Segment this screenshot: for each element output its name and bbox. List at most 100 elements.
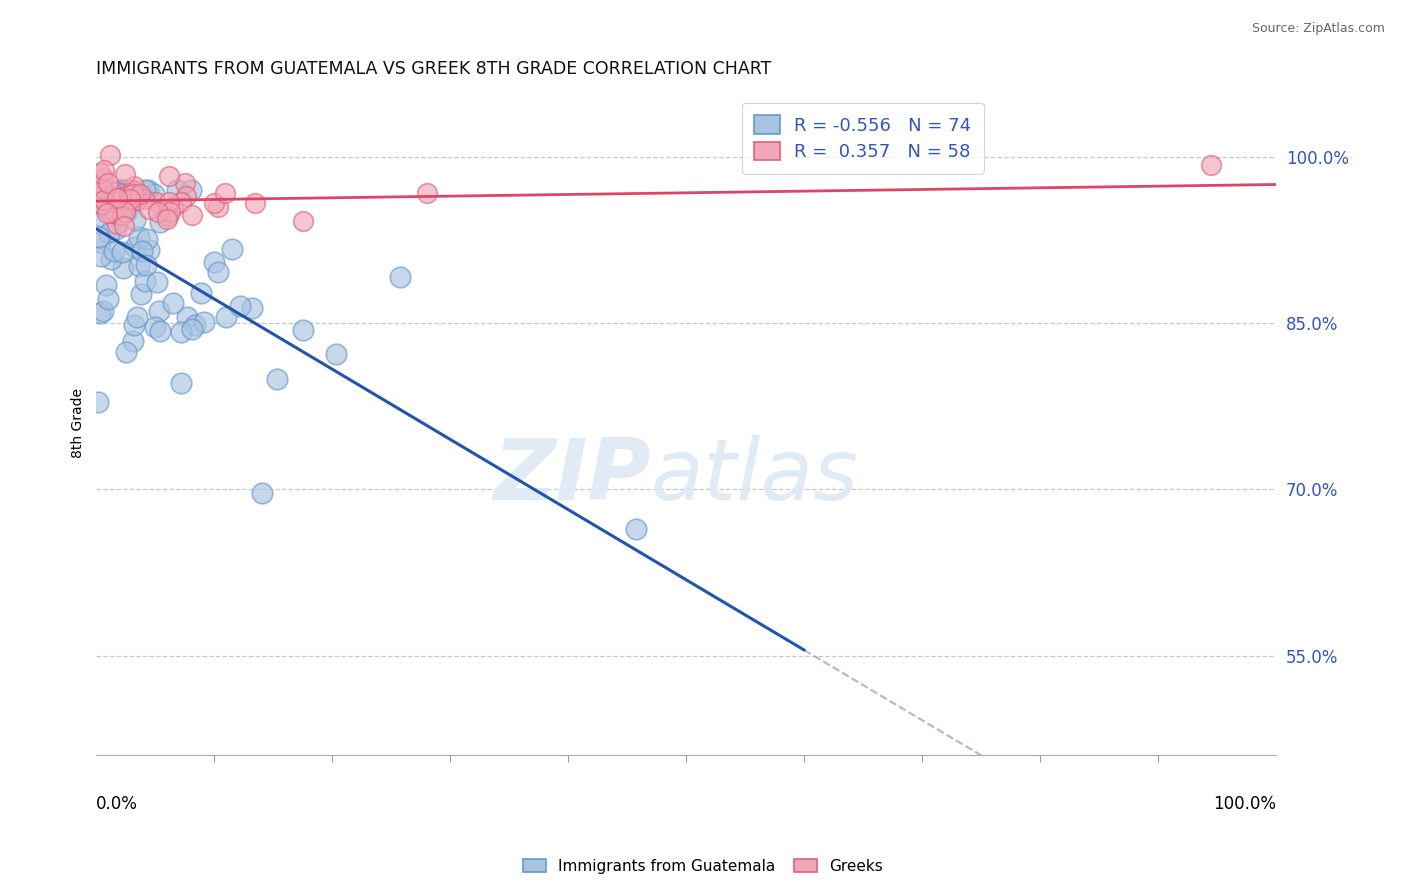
Point	[87, 230, 110, 244]
Point	[103, 244, 125, 258]
Point	[193, 315, 215, 329]
Point	[157, 194, 180, 209]
Point	[94, 200, 117, 214]
Point	[143, 320, 166, 334]
Point	[291, 323, 314, 337]
Point	[94, 197, 117, 211]
Point	[131, 287, 153, 301]
Point	[87, 183, 110, 197]
Point	[180, 183, 202, 197]
Point	[134, 192, 156, 206]
Point	[111, 208, 134, 222]
Point	[105, 191, 128, 205]
Point	[101, 190, 124, 204]
Point	[89, 166, 111, 180]
Point	[86, 196, 108, 211]
Point	[176, 310, 198, 324]
Point	[207, 200, 229, 214]
Point	[90, 196, 112, 211]
Point	[105, 202, 128, 217]
Point	[624, 522, 647, 536]
Point	[118, 192, 141, 206]
Point	[266, 372, 288, 386]
Point	[114, 204, 136, 219]
Point	[136, 232, 159, 246]
Point	[156, 212, 179, 227]
Point	[89, 235, 111, 250]
Point	[111, 261, 134, 276]
Point	[162, 296, 184, 310]
Point	[156, 209, 179, 223]
Text: atlas: atlas	[651, 434, 859, 517]
Point	[115, 204, 138, 219]
Legend: R = -0.556   N = 74, R =  0.357   N = 58: R = -0.556 N = 74, R = 0.357 N = 58	[742, 103, 984, 174]
Point	[121, 183, 143, 197]
Point	[108, 194, 131, 208]
Point	[229, 299, 252, 313]
Point	[243, 195, 266, 210]
Point	[122, 184, 145, 198]
Y-axis label: 8th Grade: 8th Grade	[72, 388, 86, 458]
Point	[166, 183, 188, 197]
Point	[122, 179, 145, 194]
Point	[127, 310, 149, 324]
Point	[221, 242, 243, 256]
Point	[103, 204, 125, 219]
Point	[174, 176, 197, 190]
Point	[114, 183, 136, 197]
Text: Source: ZipAtlas.com: Source: ZipAtlas.com	[1251, 22, 1385, 36]
Point	[122, 318, 145, 332]
Point	[96, 206, 118, 220]
Point	[118, 183, 141, 197]
Text: 100.0%: 100.0%	[1213, 796, 1277, 814]
Text: 0.0%: 0.0%	[97, 796, 138, 814]
Point	[122, 334, 145, 349]
Point	[128, 229, 150, 244]
Point	[97, 292, 120, 306]
Point	[94, 192, 117, 206]
Point	[134, 183, 156, 197]
Point	[149, 324, 172, 338]
Point	[115, 345, 138, 359]
Point	[250, 485, 273, 500]
Point	[91, 171, 114, 186]
Point	[91, 180, 114, 194]
Point	[97, 177, 120, 191]
Point	[145, 194, 167, 209]
Text: ZIP: ZIP	[494, 434, 651, 517]
Point	[122, 187, 145, 202]
Point	[93, 193, 115, 207]
Point	[100, 148, 122, 162]
Point	[108, 191, 131, 205]
Point	[183, 318, 205, 332]
Point	[89, 176, 111, 190]
Point	[214, 186, 236, 200]
Point	[90, 249, 112, 263]
Point	[180, 322, 202, 336]
Point	[169, 325, 191, 339]
Point	[202, 196, 225, 211]
Point	[128, 259, 150, 273]
Point	[157, 169, 180, 184]
Point	[104, 196, 127, 211]
Point	[104, 221, 127, 235]
Point	[115, 200, 138, 214]
Point	[131, 244, 153, 258]
Point	[207, 265, 229, 279]
Point	[124, 213, 146, 227]
Point	[202, 255, 225, 269]
Point	[97, 227, 120, 241]
Point	[388, 269, 411, 284]
Point	[93, 163, 115, 178]
Point	[138, 202, 160, 216]
Point	[138, 243, 160, 257]
Point	[162, 200, 184, 214]
Point	[112, 219, 135, 233]
Point	[159, 204, 181, 219]
Point	[91, 195, 114, 210]
Point	[87, 183, 110, 197]
Point	[124, 240, 146, 254]
Point	[1199, 157, 1222, 171]
Point	[91, 304, 114, 318]
Point	[135, 258, 157, 272]
